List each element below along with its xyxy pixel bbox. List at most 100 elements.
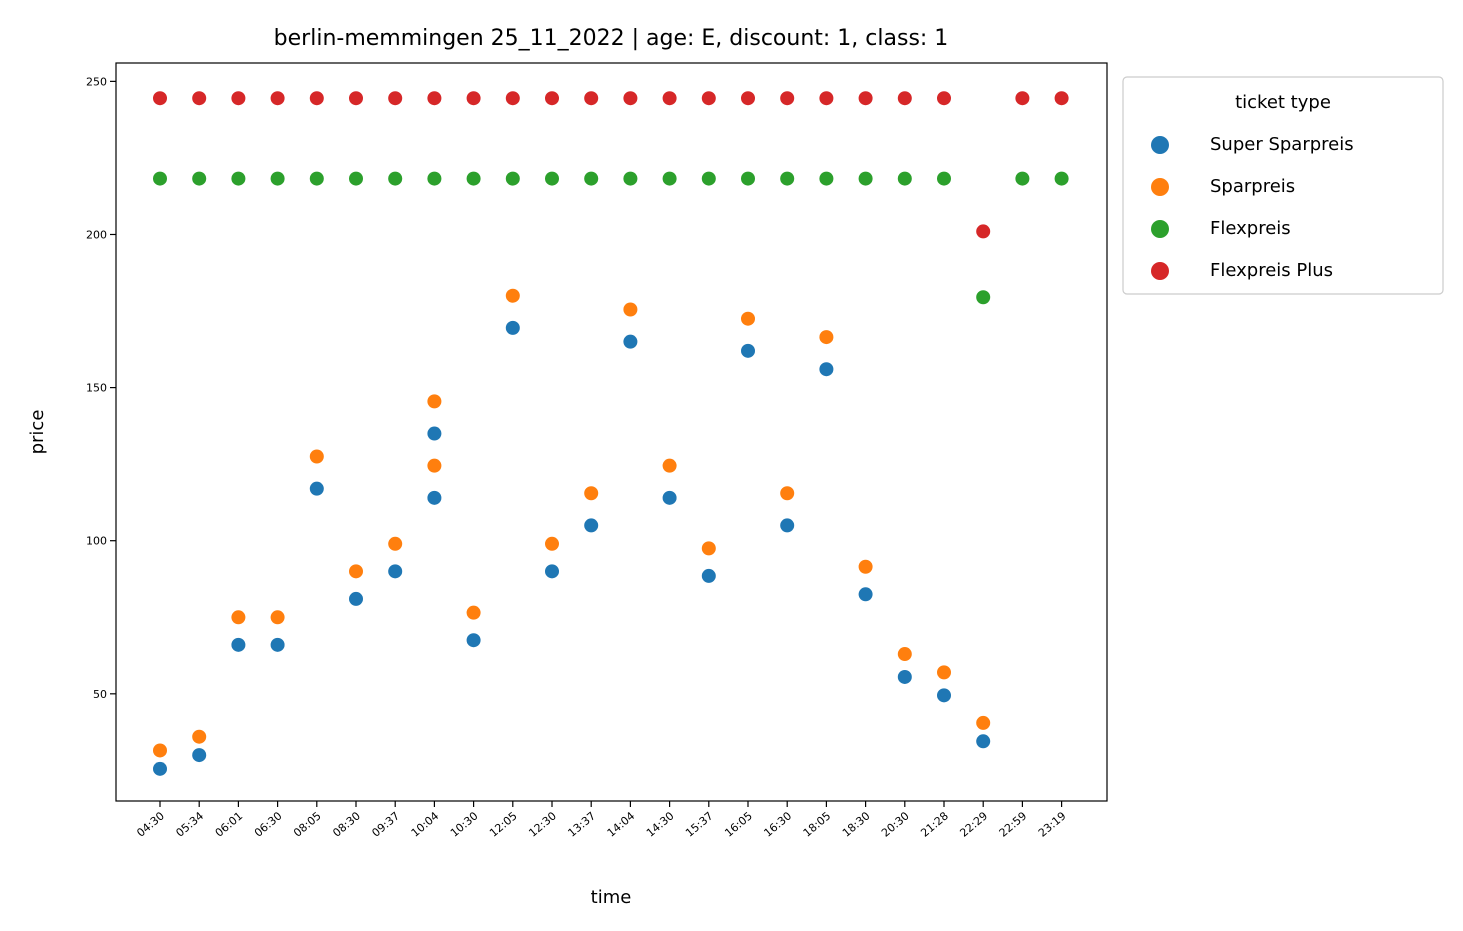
data-point <box>231 610 246 625</box>
series-sparpreis <box>153 288 991 758</box>
legend-label: Flexpreis Plus <box>1210 260 1333 281</box>
data-point <box>231 91 246 106</box>
x-tick-label: 09:37 <box>369 809 402 839</box>
data-point <box>701 171 716 186</box>
x-tick-label: 04:30 <box>134 809 167 839</box>
data-point <box>976 734 991 749</box>
x-tick-label: 10:04 <box>409 809 442 839</box>
data-point <box>897 669 912 684</box>
data-point <box>858 559 873 574</box>
data-point <box>427 490 442 505</box>
data-point <box>623 91 638 106</box>
legend-label: Super Sparpreis <box>1210 134 1354 155</box>
data-point <box>701 91 716 106</box>
data-point <box>897 647 912 662</box>
data-point <box>1054 91 1069 106</box>
data-point <box>545 536 559 551</box>
data-point <box>741 91 755 106</box>
data-point <box>937 665 951 680</box>
x-tick-label: 12:05 <box>487 809 520 839</box>
data-point <box>662 171 677 186</box>
data-point <box>1015 171 1030 186</box>
legend: ticket type Super Sparpreis Sparpreis Flex… <box>1122 76 1444 295</box>
data-point <box>349 564 363 579</box>
x-tick-label: 05:34 <box>173 809 206 839</box>
data-point <box>388 564 403 579</box>
data-point <box>309 449 324 464</box>
data-point <box>427 171 442 186</box>
data-point <box>545 91 559 106</box>
data-point <box>584 518 599 533</box>
data-point <box>780 486 795 501</box>
x-tick-label: 06:30 <box>252 809 285 839</box>
data-point <box>662 458 677 473</box>
data-point <box>819 330 834 345</box>
data-point <box>270 637 285 652</box>
y-axis: 50 100 150 200 250 <box>86 75 116 701</box>
x-tick-label: 18:05 <box>801 809 834 839</box>
y-tick-label: 50 <box>93 688 107 701</box>
x-tick-label: 08:30 <box>330 809 363 839</box>
x-tick-label: 20:30 <box>879 809 912 839</box>
data-point <box>976 715 991 730</box>
x-tick-label: 23:19 <box>1036 809 1069 839</box>
data-point <box>623 334 638 349</box>
data-point <box>153 171 167 186</box>
data-point <box>662 490 677 505</box>
data-points <box>153 91 1069 776</box>
data-point <box>780 171 795 186</box>
data-point <box>192 748 207 763</box>
legend-marker <box>1151 136 1169 154</box>
data-point <box>545 564 559 579</box>
data-point <box>505 91 520 106</box>
data-point <box>427 91 442 106</box>
legend-box <box>1122 76 1444 295</box>
data-point <box>780 91 795 106</box>
x-tick-label: 06:01 <box>213 809 246 839</box>
data-point <box>466 633 481 648</box>
data-point <box>388 536 403 551</box>
data-point <box>741 171 755 186</box>
data-point <box>662 91 677 106</box>
data-point <box>584 171 599 186</box>
data-point <box>937 91 951 106</box>
data-point <box>388 91 403 106</box>
legend-marker <box>1151 178 1169 196</box>
data-point <box>545 171 559 186</box>
data-point <box>349 591 363 606</box>
data-point <box>858 91 873 106</box>
x-tick-label: 18:30 <box>840 809 873 839</box>
x-tick-label: 08:05 <box>291 809 324 839</box>
data-point <box>231 171 246 186</box>
data-point <box>623 171 638 186</box>
data-point <box>937 688 951 703</box>
data-point <box>976 290 991 305</box>
x-tick-label: 14:04 <box>605 809 638 839</box>
legend-title: ticket type <box>1235 92 1331 113</box>
data-point <box>741 311 755 326</box>
data-point <box>427 458 442 473</box>
y-tick-label: 100 <box>86 535 107 548</box>
x-tick-label: 22:59 <box>997 809 1030 839</box>
series-super-sparpreis <box>153 320 991 776</box>
data-point <box>309 91 324 106</box>
data-point <box>897 171 912 186</box>
data-point <box>192 91 207 106</box>
chart-title: berlin-memmingen 25_11_2022 | age: E, di… <box>274 26 949 51</box>
data-point <box>858 587 873 602</box>
data-point <box>309 481 324 496</box>
legend-label: Flexpreis <box>1210 218 1291 239</box>
data-point <box>388 171 403 186</box>
data-point <box>976 224 991 239</box>
data-point <box>466 91 481 106</box>
data-point <box>819 91 834 106</box>
data-point <box>1054 171 1069 186</box>
data-point <box>897 91 912 106</box>
data-point <box>153 761 167 776</box>
data-point <box>505 320 520 335</box>
data-point <box>505 171 520 186</box>
data-point <box>1015 91 1030 106</box>
y-tick-label: 200 <box>86 228 107 241</box>
data-point <box>153 91 167 106</box>
